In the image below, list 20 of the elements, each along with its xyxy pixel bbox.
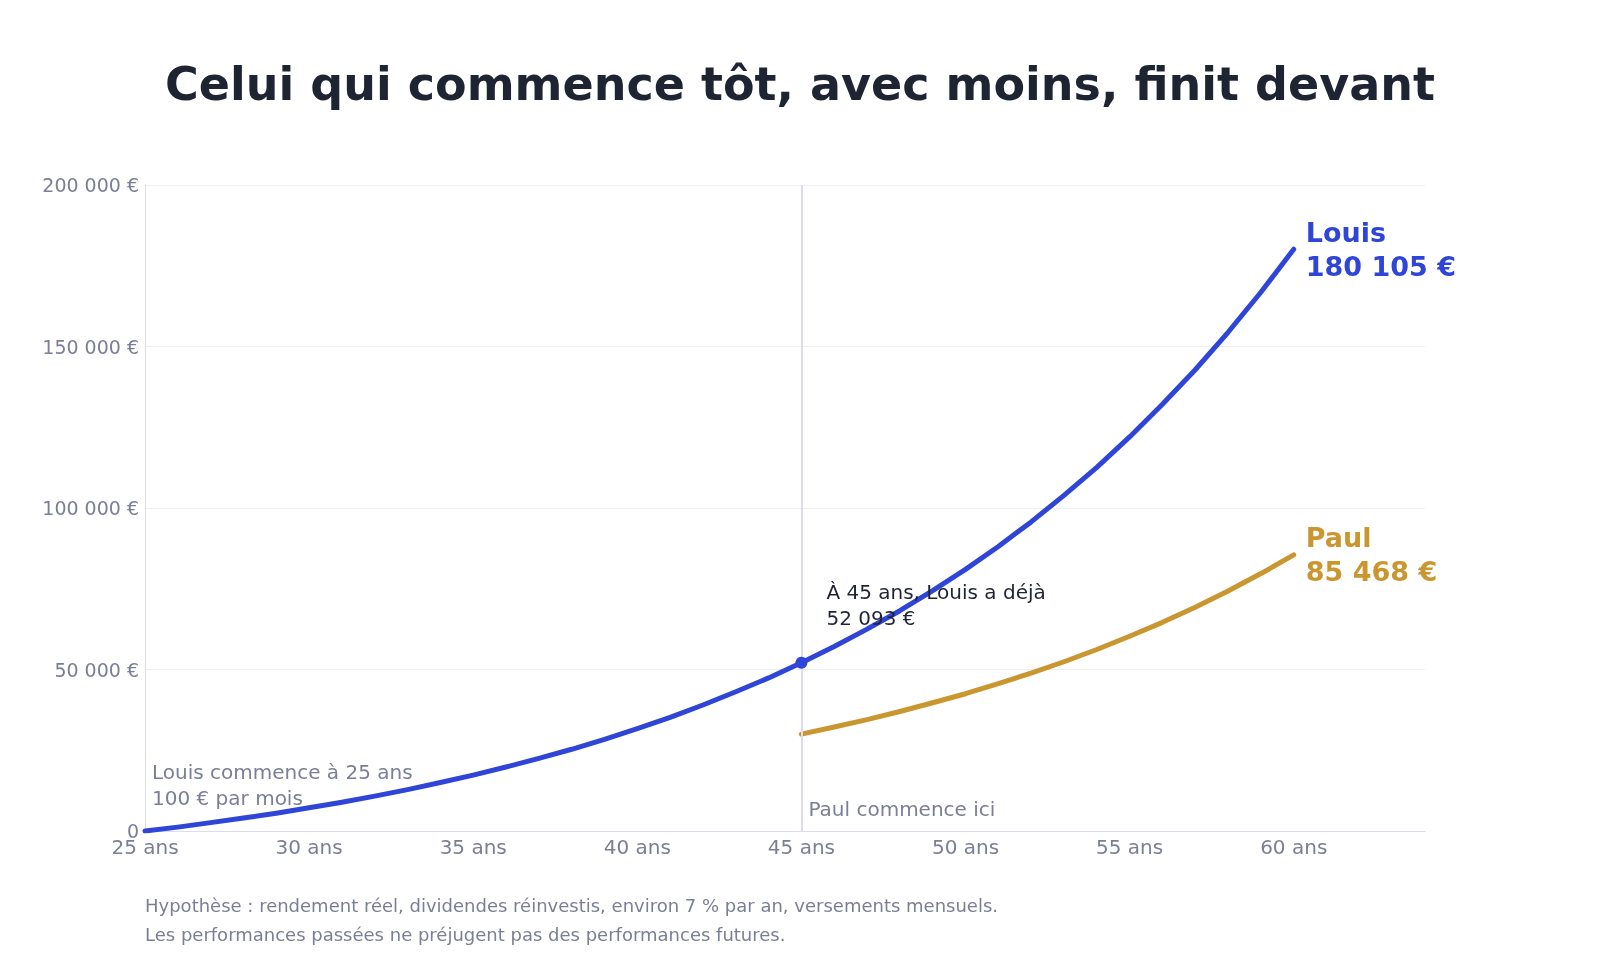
y-tick-label: 150 000 € bbox=[42, 335, 139, 358]
x-tick-label: 55 ans bbox=[1096, 835, 1164, 859]
data-label: 180 105 € bbox=[1305, 250, 1457, 282]
x-tick-label: 50 ans bbox=[931, 835, 1000, 859]
y-tick-label: 200 000 € bbox=[42, 174, 139, 196]
x-tick-label: 30 ans bbox=[275, 835, 343, 859]
y-tick-label: 100 000 € bbox=[42, 497, 139, 519]
x-tick-label: 45 ans bbox=[767, 835, 835, 859]
ref-line-label: Paul commence ici bbox=[808, 797, 996, 821]
annotation: Louis commence à 25 ans 100 € par mois bbox=[152, 760, 413, 810]
x-tick-label: 35 ans bbox=[439, 835, 507, 859]
x-tick-label: 40 ans bbox=[603, 835, 671, 859]
text: Hypothèse : rendement réel, dividendes réinvestis, environ 7 % par an, versements mensuels. bbox=[145, 894, 999, 916]
y-tick-label: 50 000 € bbox=[54, 658, 139, 681]
chart-title: Celui qui commence tôt, avec moins, finit devant bbox=[165, 57, 1435, 111]
series-label: Paul bbox=[1305, 522, 1372, 554]
text: Les performances passées ne préjugent pas des performances futures. bbox=[145, 923, 786, 945]
x-tick-label: 60 ans bbox=[1260, 835, 1328, 859]
data-label: 85 468 € bbox=[1305, 556, 1438, 588]
series-label: Louis bbox=[1305, 216, 1387, 248]
